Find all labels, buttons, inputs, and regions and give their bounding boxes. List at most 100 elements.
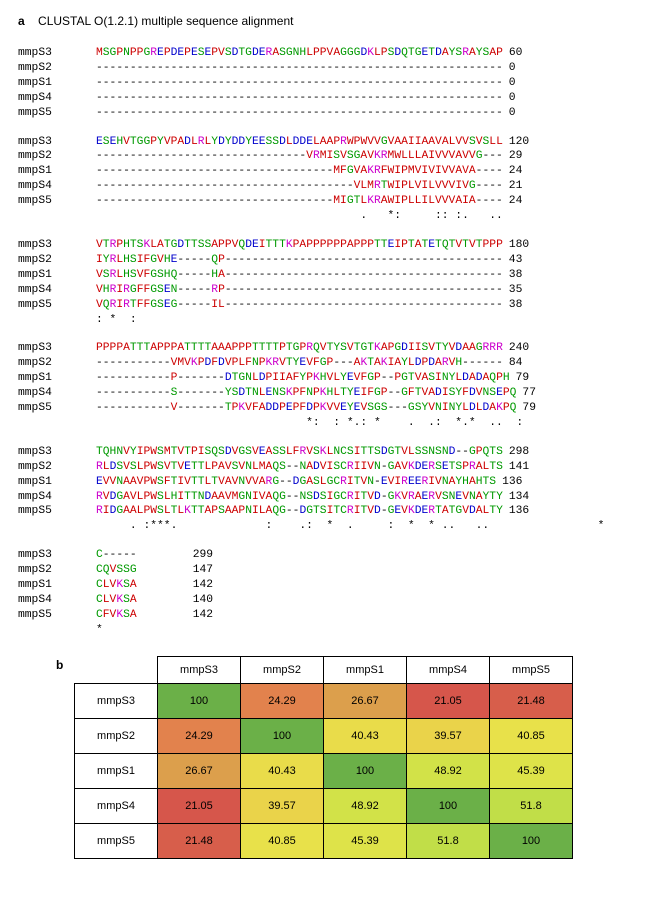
matrix-col-header: mmpS4 [407,656,490,683]
sequence-label: mmpS4 [18,179,96,194]
matrix-cell: 26.67 [158,753,241,788]
matrix-cell: 100 [490,823,573,858]
sequence-index: 24 [503,164,523,179]
alignment-block: mmpS3ESEHVTGGPYVPADLRLYDYDDYEESSDLDDELAA… [18,135,634,224]
sequence-residues: CLVKSA [96,578,137,593]
sequence-label: mmpS2 [18,563,96,578]
matrix-cell: 51.8 [407,823,490,858]
matrix-row-header: mmpS5 [75,823,158,858]
sequence-index: 35 [503,283,523,298]
alignment-block: mmpS3C-----299mmpS2CQVSSG147mmpS1CLVKSA1… [18,548,634,637]
sequence-label: mmpS2 [18,356,96,371]
conservation-line: *: : *.: * . .: *.* .. : [18,416,634,431]
sequence-residues: IYRLHSIFGVHE-----QP---------------------… [96,253,503,268]
sequence-residues: TQHNVYIPWSMTVTPISQSDVGSVEASSLFRVSKLNCSIT… [96,445,503,460]
sequence-residues: VTRPHTSKLATGDTTSSAPPVQDEITTTKPAPPPPPPAPP… [96,238,503,253]
alignment-row: mmpS5CFVKSA142 [18,608,634,623]
conservation-line: . *: :: :. .. [18,209,634,224]
sequence-label: mmpS1 [18,164,96,179]
alignment-row: mmpS2IYRLHSIFGVHE-----QP----------------… [18,253,634,268]
alignment-row: mmpS3MSGPNPPGREPDEPESEPVSDTGDERASGNHLPPV… [18,46,634,61]
alignment-row: mmpS2-----------------------------------… [18,61,634,76]
sequence-index: 120 [503,135,529,150]
panel-b-letter: b [56,658,63,672]
matrix-cell: 48.92 [324,788,407,823]
sequence-label: mmpS4 [18,593,96,608]
panel-a-letter: a [18,14,25,28]
sequence-index: 0 [503,76,516,91]
sequence-label: mmpS2 [18,61,96,76]
matrix-row-header: mmpS1 [75,753,158,788]
alignment-row: mmpS1EVVNAAVPWSFTIVTTLTVAVNVVARG--DGASLG… [18,475,634,490]
sequence-residues: C----- [96,548,137,563]
sequence-residues: PPPPATTTAPPPATTTTAAAPPPTTTTPTGPRQVTYSVTG… [96,341,503,356]
alignment-row: mmpS5-----------V-------TPKVFADDPEPFDPKV… [18,401,634,416]
sequence-residues: MSGPNPPGREPDEPESEPVSDTGDERASGNHLPPVAGGGD… [96,46,503,61]
sequence-residues: RVDGAVLPWSLHITTNDAAVMGNIVAQG--NSDSIGCRIT… [96,490,503,505]
sequence-residues: -----------P-------DTGNLDPIIAFYPKHVLYEVF… [96,371,510,386]
matrix-corner [75,656,158,683]
matrix-col-header: mmpS1 [324,656,407,683]
sequence-residues: CQVSSG [96,563,137,578]
alignment-row: mmpS3PPPPATTTAPPPATTTTAAAPPPTTTTPTGPRQVT… [18,341,634,356]
sequence-residues: -----------S-------YSDTNLENSKPFNPKHLTYEI… [96,386,516,401]
alignment-row: mmpS5VQRIRTFFGSEG-----IL----------------… [18,298,634,313]
sequence-label: mmpS1 [18,371,96,386]
sequence-label: mmpS5 [18,504,96,519]
alignment-row: mmpS1CLVKSA142 [18,578,634,593]
alignment-row: mmpS2-----------VMVKPDFDVPLFNPKRVTYEVFGP… [18,356,634,371]
sequence-label: mmpS2 [18,253,96,268]
matrix-cell: 100 [407,788,490,823]
sequence-label: mmpS4 [18,490,96,505]
sequence-residues: -----------VMVKPDFDVPLFNPKRVTYEVFGP---AK… [96,356,503,371]
matrix-cell: 51.8 [490,788,573,823]
sequence-residues: CFVKSA [96,608,137,623]
sequence-residues: ESEHVTGGPYVPADLRLYDYDDYEESSDLDDELAAPRWPW… [96,135,503,150]
alignment-row: mmpS4-----------S-------YSDTNLENSKPFNPKH… [18,386,634,401]
sequence-index: 43 [503,253,523,268]
sequence-index: 79 [516,401,536,416]
identity-matrix: mmpS3mmpS2mmpS1mmpS4mmpS5mmpS310024.2926… [74,656,573,859]
sequence-index: 136 [503,504,529,519]
sequence-index: 299 [137,548,213,563]
sequence-label: mmpS5 [18,106,96,121]
sequence-index: 136 [496,475,522,490]
sequence-index: 21 [503,179,523,194]
sequence-residues: ----------------------------------------… [96,76,503,91]
matrix-cell: 26.67 [324,683,407,718]
alignment-block: mmpS3MSGPNPPGREPDEPESEPVSDTGDERASGNHLPPV… [18,46,634,121]
matrix-cell: 40.43 [241,753,324,788]
sequence-index: 24 [503,194,523,209]
sequence-label: mmpS3 [18,341,96,356]
sequence-index: 141 [503,460,529,475]
sequence-index: 298 [503,445,529,460]
matrix-col-header: mmpS3 [158,656,241,683]
sequence-index: 180 [503,238,529,253]
sequence-residues: --------------------------------------VL… [96,179,503,194]
matrix-cell: 24.29 [241,683,324,718]
sequence-index: 84 [503,356,523,371]
sequence-residues: ----------------------------------------… [96,91,503,106]
sequence-index: 147 [137,563,213,578]
sequence-index: 142 [137,578,213,593]
alignment-row: mmpS3TQHNVYIPWSMTVTPISQSDVGSVEASSLFRVSKL… [18,445,634,460]
alignment-row: mmpS3ESEHVTGGPYVPADLRLYDYDDYEESSDLDDELAA… [18,135,634,150]
alignment-row: mmpS1-----------P-------DTGNLDPIIAFYPKHV… [18,371,634,386]
matrix-cell: 24.29 [158,718,241,753]
panel-a-title: a CLUSTAL O(1.2.1) multiple sequence ali… [18,14,634,28]
sequence-residues: VSRLHSVFGSHQ-----HA---------------------… [96,268,503,283]
sequence-residues: VQRIRTFFGSEG-----IL---------------------… [96,298,503,313]
sequence-label: mmpS4 [18,91,96,106]
matrix-cell: 45.39 [490,753,573,788]
sequence-label: mmpS5 [18,194,96,209]
conservation-line: : * : [18,313,634,328]
sequence-index: 38 [503,298,523,313]
alignment-row: mmpS2RLDSVSLPWSVTVETTLPAVSVNLMAQS--NADVI… [18,460,634,475]
sequence-label: mmpS1 [18,578,96,593]
matrix-col-header: mmpS2 [241,656,324,683]
matrix-cell: 39.57 [241,788,324,823]
matrix-cell: 45.39 [324,823,407,858]
sequence-label: mmpS5 [18,608,96,623]
matrix-row-header: mmpS4 [75,788,158,823]
matrix-row-header: mmpS3 [75,683,158,718]
